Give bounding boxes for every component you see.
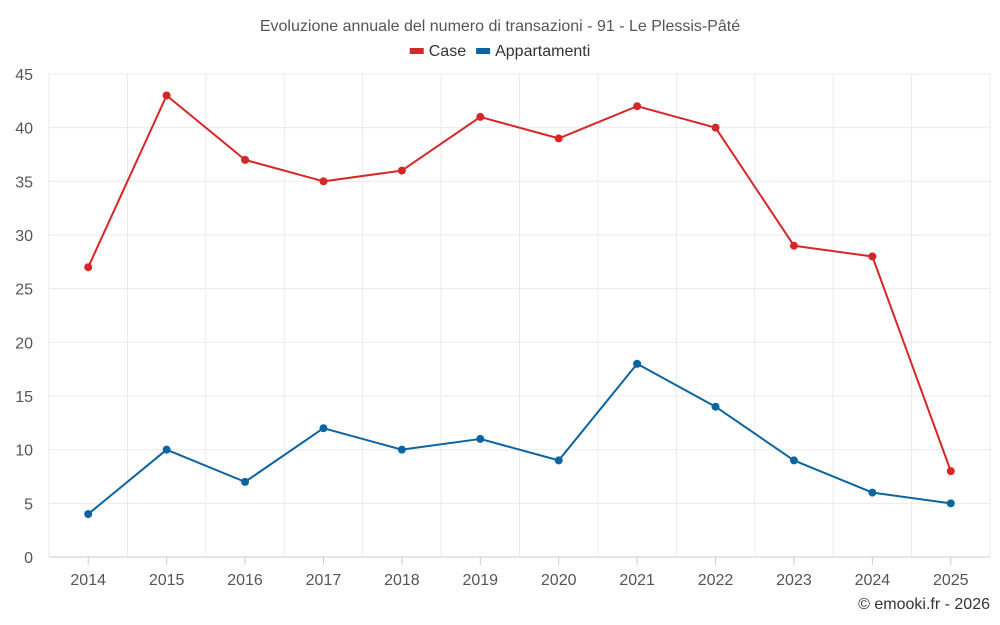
data-point-appartamenti	[946, 499, 955, 508]
y-tick-label: 45	[15, 67, 33, 84]
series-appartamenti	[84, 359, 955, 519]
data-point-case	[868, 252, 877, 261]
chart-title: Evoluzione annuale del numero di transaz…	[260, 18, 740, 35]
x-tick-label: 2022	[698, 572, 734, 589]
data-point-case	[162, 91, 171, 100]
legend-item-case: Case	[409, 43, 466, 60]
legend-label: Appartamenti	[495, 43, 590, 60]
series-line-appartamenti	[87, 362, 951, 515]
data-point-case	[946, 467, 955, 476]
data-point-appartamenti	[789, 456, 798, 465]
data-point-appartamenti	[554, 456, 563, 465]
data-point-appartamenti	[241, 477, 250, 486]
data-point-appartamenti	[162, 445, 171, 454]
x-tick-label: 2016	[227, 572, 263, 589]
data-point-case	[554, 134, 563, 143]
data-point-case	[633, 102, 642, 111]
x-tick-label: 2018	[384, 572, 420, 589]
x-tick-label: 2019	[462, 572, 498, 589]
x-tick-label: 2023	[776, 572, 812, 589]
data-point-case	[711, 123, 720, 132]
data-point-case	[319, 177, 328, 186]
y-tick-label: 20	[15, 335, 33, 352]
x-tick-label: 2025	[933, 572, 969, 589]
x-axis-ticks: 2014 2015 2016 2017 2018 2019 2020 2021 2022 2023…	[70, 557, 969, 589]
data-point-case	[241, 155, 250, 164]
y-tick-label: 15	[15, 389, 33, 406]
x-tick-label: 2021	[619, 572, 655, 589]
y-tick-label: 25	[15, 282, 33, 299]
y-tick-label: 10	[15, 443, 33, 460]
data-point-appartamenti	[84, 510, 93, 519]
data-point-appartamenti	[319, 424, 328, 433]
x-tick-label: 2020	[541, 572, 577, 589]
y-tick-label: 35	[15, 174, 33, 191]
x-tick-label: 2015	[149, 572, 185, 589]
data-point-appartamenti	[476, 434, 485, 443]
data-point-appartamenti	[633, 359, 642, 368]
data-point-appartamenti	[868, 488, 877, 497]
grid	[48, 73, 991, 558]
data-point-case	[789, 241, 798, 250]
legend-swatch	[409, 48, 424, 54]
data-point-case	[476, 112, 485, 121]
y-tick-label: 30	[15, 228, 33, 245]
data-point-case	[397, 166, 406, 175]
legend-swatch	[476, 48, 491, 54]
series-line-case	[87, 94, 952, 472]
data-point-appartamenti	[711, 402, 720, 411]
legend-label: Case	[429, 43, 466, 60]
credit-text: © emooki.fr - 2026	[858, 596, 990, 613]
x-tick-label: 2024	[855, 572, 891, 589]
legend: Case Appartamenti	[409, 43, 590, 60]
y-axis-ticks: 0 5 10 15 20 25 30 35 40 45	[15, 67, 33, 567]
series	[84, 91, 955, 519]
data-point-case	[84, 263, 93, 272]
x-tick-label: 2017	[306, 572, 342, 589]
series-case	[84, 91, 955, 476]
y-tick-label: 40	[15, 121, 33, 138]
x-tick-label: 2014	[70, 572, 106, 589]
y-tick-label: 5	[24, 496, 33, 513]
y-tick-label: 0	[24, 550, 33, 567]
data-point-appartamenti	[397, 445, 406, 454]
legend-item-appartamenti: Appartamenti	[476, 43, 590, 60]
